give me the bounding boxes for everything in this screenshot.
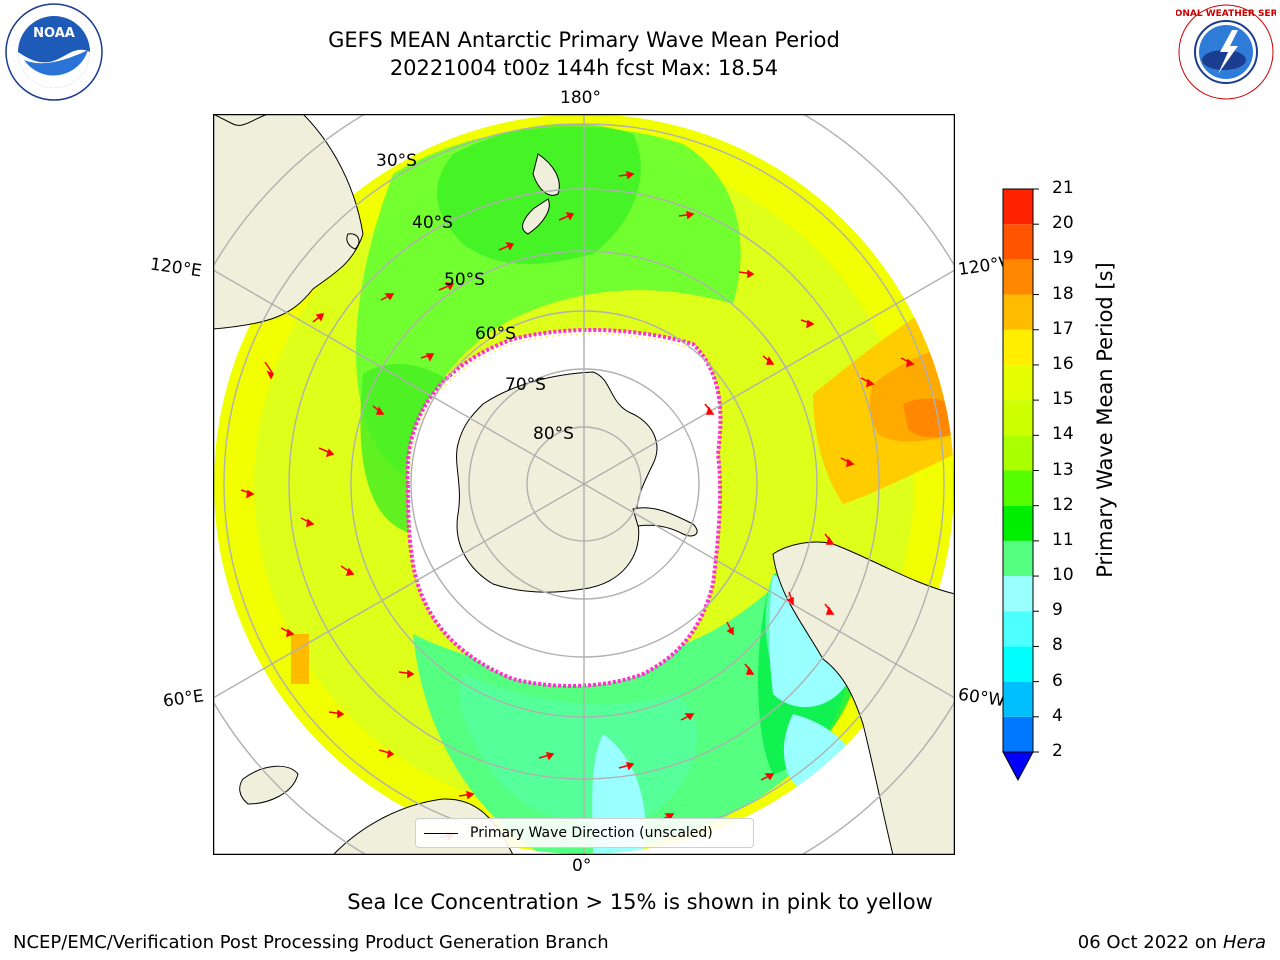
colorbar-swatch	[1003, 329, 1033, 365]
colorbar-tick-label: 16	[1052, 353, 1074, 374]
colorbar-swatch	[1003, 576, 1033, 612]
svg-text:NOAA: NOAA	[33, 26, 75, 41]
colorbar-tick-label: 9	[1052, 600, 1063, 621]
lon-label-bottom: 0°	[572, 856, 592, 876]
antarctica-landmass	[456, 371, 658, 593]
footer-date-text: 06 Oct 2022 on	[1077, 932, 1218, 953]
colorbar-tick-label: 8	[1052, 635, 1063, 656]
colorbar-tick-label: 15	[1052, 389, 1074, 410]
map-legend: Primary Wave Direction (unscaled)	[415, 818, 754, 848]
colorbar-swatch	[1003, 189, 1033, 225]
colorbar-swatch	[1003, 400, 1033, 436]
colorbar-tick-label: 14	[1052, 424, 1074, 445]
colorbar-tick-label: 12	[1052, 494, 1074, 515]
noaa-logo: NOAA	[4, 2, 104, 106]
lat-label-70: 70°S	[505, 375, 546, 395]
colorbar-tick-label: 11	[1052, 529, 1074, 550]
colorbar-tick-label: 21	[1052, 178, 1074, 198]
map-frame-border	[213, 114, 955, 855]
lat-label-30: 30°S	[376, 151, 417, 171]
footer-credit: NCEP/EMC/Verification Post Processing Pr…	[13, 932, 609, 953]
map-canvas	[213, 114, 955, 855]
colorbar-swatch	[1003, 364, 1033, 401]
antarctic-map: Primary Wave Direction (unscaled)	[213, 114, 955, 855]
lat-label-60: 60°S	[475, 324, 516, 344]
colorbar-tick-label: 4	[1052, 705, 1063, 726]
colorbar-title-box: Primary Wave Mean Period [s]	[1085, 190, 1125, 650]
legend-label: Primary Wave Direction (unscaled)	[470, 825, 713, 841]
legend-line-swatch	[424, 832, 458, 834]
lat-label-40: 40°S	[412, 213, 453, 233]
lat-label-80: 80°S	[533, 424, 574, 444]
new-zealand-landmass	[532, 153, 560, 196]
colorbar-tick-label: 17	[1052, 318, 1074, 339]
footer-host: Hera	[1222, 932, 1266, 953]
map-subtitle: 20221004 t00z 144h fcst Max: 18.54	[389, 56, 779, 80]
colorbar-swatch	[1003, 259, 1033, 295]
colorbar-title: Primary Wave Mean Period [s]	[1093, 262, 1117, 578]
colorbar-tick-label: 2	[1052, 741, 1063, 761]
colorbar-swatch	[1003, 470, 1033, 506]
colorbar-swatch	[1003, 611, 1033, 647]
svg-text:NATIONAL WEATHER SERVICE: NATIONAL WEATHER SERVICE	[1176, 9, 1276, 19]
colorbar	[1002, 188, 1039, 782]
colorbar-swatch	[1003, 435, 1033, 471]
colorbar-swatch	[1003, 224, 1033, 260]
colorbar-tick-label: 18	[1052, 283, 1074, 304]
graticule	[213, 114, 955, 855]
colorbar-tick-label: 19	[1052, 248, 1074, 269]
lon-label-lower-left: 60°E	[161, 686, 206, 712]
sea-ice-caption: Sea Ice Concentration > 15% is shown in …	[347, 890, 933, 914]
colorbar-swatch	[1003, 681, 1033, 717]
lat-label-50: 50°S	[444, 270, 485, 290]
wave-direction-arrows	[240, 170, 915, 841]
colorbar-tick-label: 6	[1052, 670, 1063, 691]
colorbar-tick-label: 20	[1052, 213, 1074, 234]
footer-date: 06 Oct 2022 on Hera	[1078, 932, 1266, 953]
map-title: GEFS MEAN Antarctic Primary Wave Mean Pe…	[328, 28, 840, 52]
colorbar-tick-label: 10	[1052, 565, 1074, 586]
australia-landmass	[213, 114, 364, 330]
colorbar-swatch	[1003, 716, 1033, 752]
lon-label-top: 180°	[560, 88, 601, 108]
nws-logo: NATIONAL WEATHER SERVICE	[1151, 2, 1280, 106]
colorbar-swatch	[1003, 540, 1033, 577]
colorbar-tick-label: 13	[1052, 459, 1074, 480]
colorbar-swatch	[1003, 294, 1033, 330]
colorbar-swatch	[1003, 646, 1033, 682]
colorbar-swatch	[1003, 505, 1033, 541]
lon-label-upper-left: 120°E	[148, 254, 203, 282]
